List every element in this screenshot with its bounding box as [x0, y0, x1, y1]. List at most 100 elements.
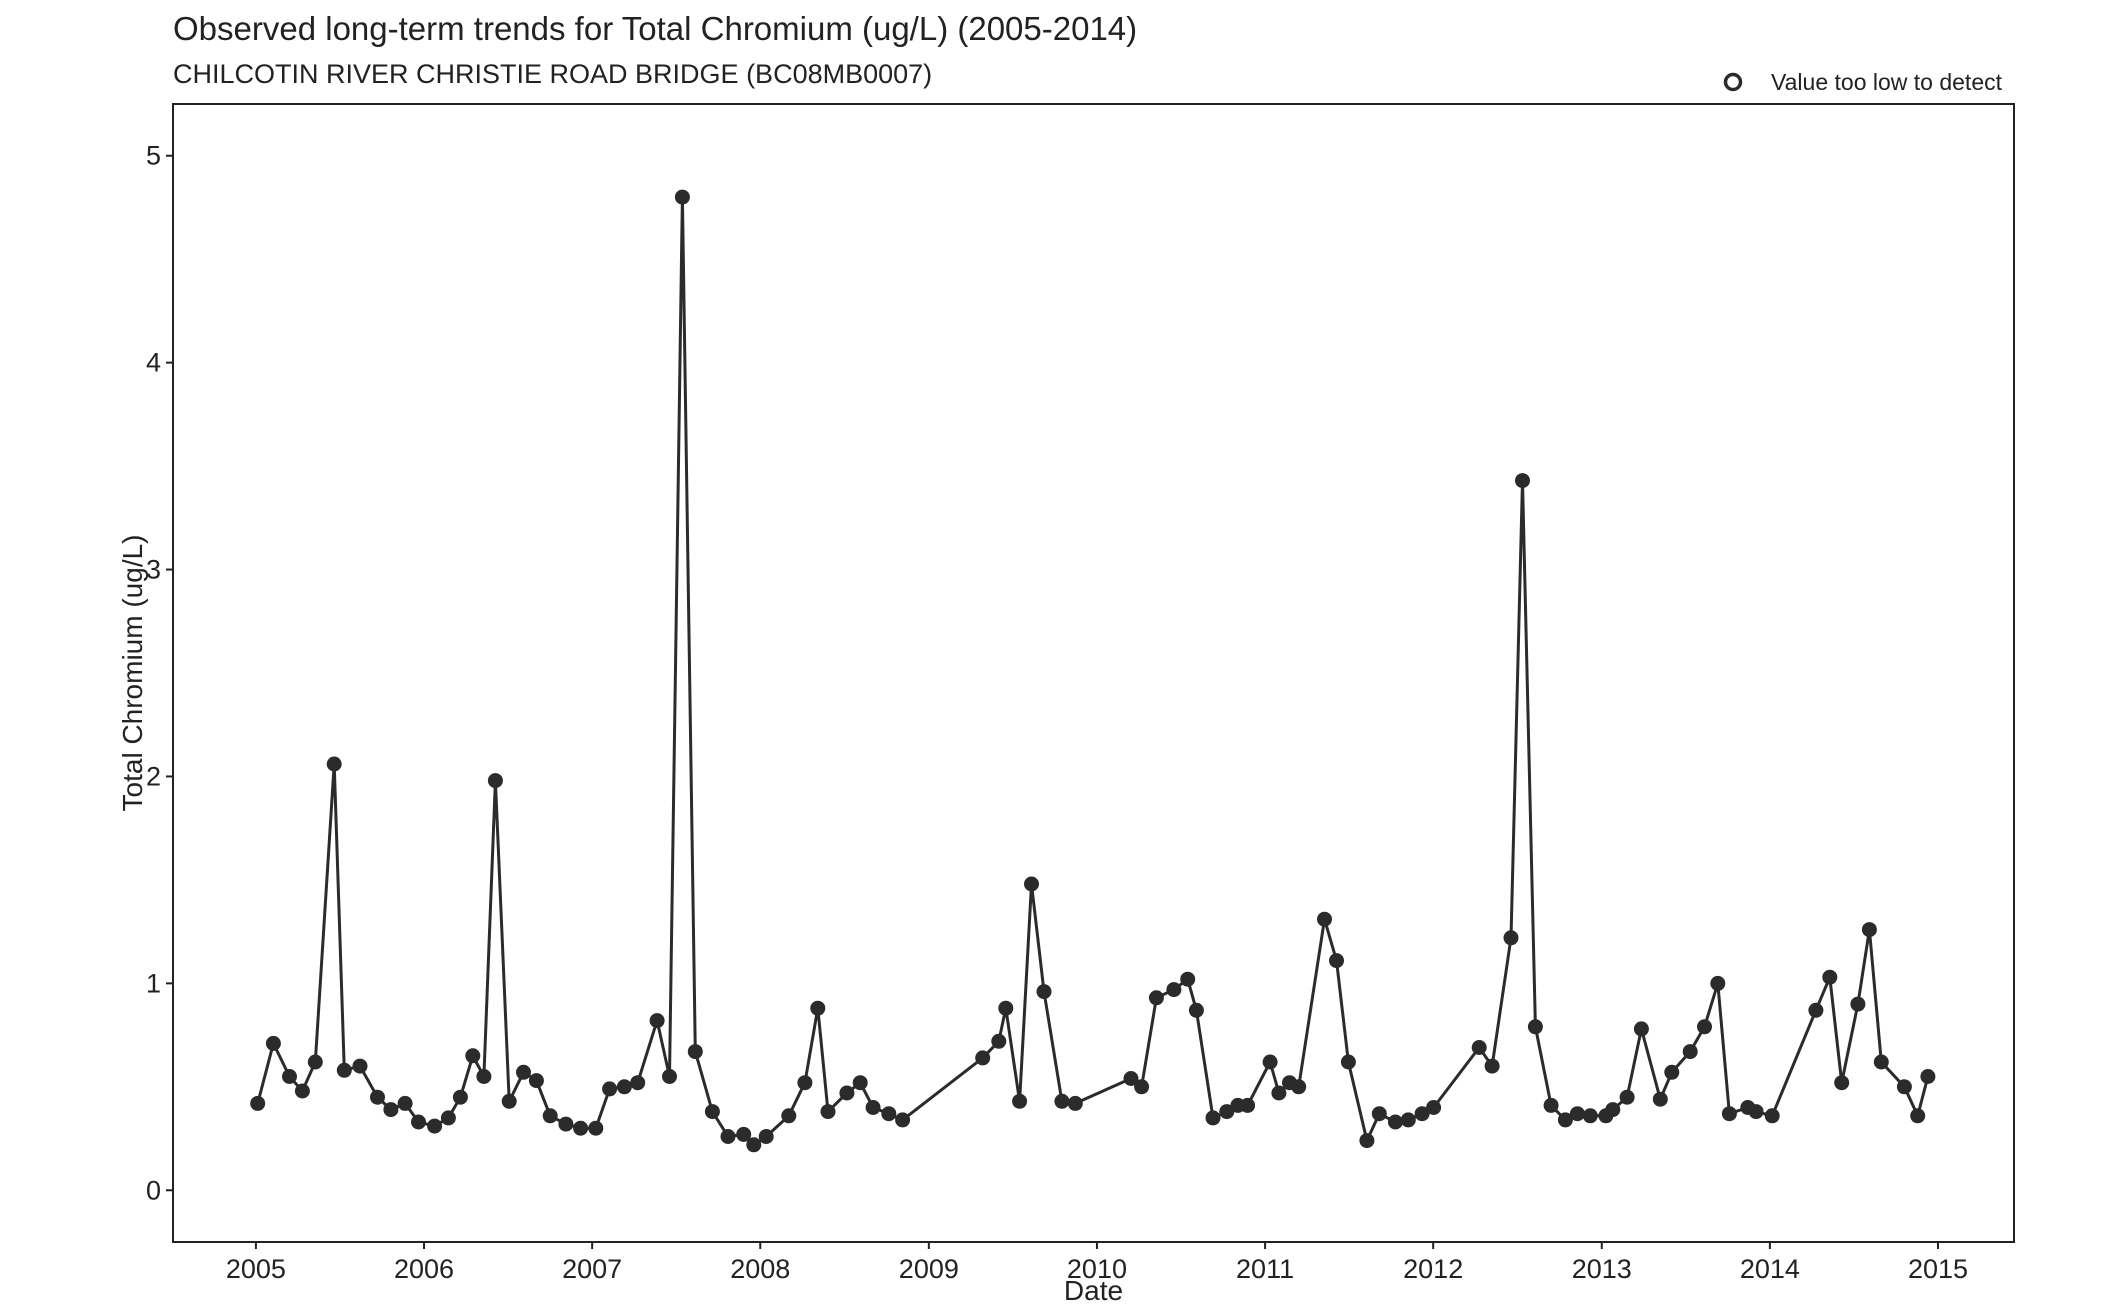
- series-points-group: [250, 189, 1936, 1153]
- data-point: [1024, 876, 1039, 892]
- x-tick-label: 2015: [1908, 1254, 1968, 1284]
- data-point: [662, 1069, 677, 1084]
- data-point: [558, 1116, 574, 1132]
- data-point: [1633, 1021, 1649, 1037]
- data-point: [1896, 1079, 1912, 1095]
- data-point: [1822, 969, 1838, 985]
- x-tick-label: 2014: [1740, 1254, 1800, 1284]
- data-point: [370, 1089, 385, 1105]
- data-point: [758, 1129, 774, 1144]
- x-tick-label: 2005: [226, 1254, 286, 1284]
- data-point: [1262, 1054, 1278, 1070]
- data-point: [588, 1120, 604, 1136]
- data-point: [573, 1120, 589, 1136]
- data-point: [452, 1089, 468, 1105]
- data-point: [326, 756, 342, 772]
- data-point: [998, 1000, 1014, 1016]
- plot-panel: [172, 103, 2015, 1243]
- data-point: [307, 1054, 323, 1070]
- data-point: [1748, 1104, 1764, 1120]
- x-tick-label: 2013: [1572, 1254, 1632, 1284]
- data-point: [1873, 1054, 1889, 1070]
- data-point: [674, 189, 690, 205]
- data-point: [1317, 911, 1332, 927]
- data-point: [352, 1058, 368, 1074]
- y-tick-label: 5: [146, 141, 161, 171]
- legend-open-circle-icon: [1723, 72, 1743, 92]
- data-point: [1834, 1075, 1850, 1091]
- data-point: [1682, 1044, 1698, 1060]
- data-point: [630, 1075, 646, 1091]
- data-point: [397, 1095, 413, 1111]
- data-point: [602, 1081, 618, 1097]
- y-tick-label: 4: [146, 348, 161, 378]
- data-point: [1697, 1019, 1712, 1035]
- data-point: [1166, 982, 1182, 998]
- data-point: [1012, 1093, 1028, 1109]
- data-point: [975, 1050, 991, 1066]
- data-point: [1359, 1133, 1375, 1149]
- data-point: [1569, 1106, 1585, 1122]
- data-point: [649, 1013, 665, 1029]
- data-point: [542, 1108, 558, 1124]
- data-point: [411, 1114, 426, 1130]
- data-point: [440, 1110, 456, 1126]
- data-point: [881, 1106, 897, 1122]
- data-point: [1910, 1108, 1926, 1124]
- data-point: [1808, 1002, 1824, 1018]
- data-point: [1652, 1091, 1668, 1107]
- legend: Value too low to detect: [1723, 69, 2003, 95]
- data-point: [820, 1104, 836, 1120]
- y-axis: 0 1 2 3 4 5: [146, 141, 173, 1205]
- data-point: [516, 1064, 531, 1080]
- data-point: [250, 1095, 266, 1111]
- series-line: [256, 195, 1930, 1147]
- data-point: [294, 1083, 310, 1099]
- x-tick-label: 2007: [562, 1254, 622, 1284]
- data-point: [797, 1075, 813, 1091]
- chart-subtitle: CHILCOTIN RIVER CHRISTIE ROAD BRIDGE (BC…: [173, 59, 932, 89]
- data-point: [704, 1104, 720, 1120]
- data-point: [1920, 1069, 1936, 1084]
- data-point: [1188, 1002, 1204, 1018]
- data-point: [865, 1100, 881, 1115]
- data-point: [1240, 1097, 1256, 1113]
- data-point: [487, 773, 503, 789]
- data-point: [1371, 1106, 1387, 1122]
- series-line-group: [256, 195, 1930, 1147]
- data-point: [1764, 1108, 1780, 1124]
- x-tick-label: 2009: [899, 1254, 959, 1284]
- data-point: [746, 1137, 762, 1153]
- data-point: [852, 1075, 868, 1091]
- x-tick-label: 2010: [1067, 1254, 1127, 1284]
- y-axis-label: Total Chromium (ug/L): [117, 535, 148, 812]
- y-tick-label: 1: [146, 968, 161, 998]
- data-point: [1850, 996, 1866, 1012]
- data-point: [427, 1118, 443, 1134]
- data-point: [1582, 1108, 1598, 1124]
- x-tick-label: 2011: [1236, 1254, 1294, 1284]
- data-point: [1400, 1112, 1416, 1128]
- data-point: [839, 1085, 855, 1101]
- data-point: [1205, 1110, 1221, 1126]
- data-point: [1515, 473, 1530, 489]
- legend-label: Value too low to detect: [1771, 69, 2003, 95]
- x-tick-label: 2006: [394, 1254, 454, 1284]
- data-point: [383, 1102, 399, 1118]
- data-point: [1219, 1104, 1235, 1120]
- data-point: [1134, 1079, 1150, 1095]
- data-point: [476, 1069, 492, 1084]
- data-point: [1471, 1040, 1487, 1055]
- y-tick-label: 3: [146, 555, 161, 585]
- data-point: [1527, 1019, 1543, 1035]
- data-point: [1291, 1079, 1307, 1095]
- data-point: [265, 1035, 281, 1051]
- y-tick-label: 0: [146, 1175, 161, 1205]
- data-point: [1721, 1106, 1737, 1122]
- data-point: [781, 1108, 797, 1124]
- data-point: [465, 1048, 481, 1064]
- chart-title: Observed long-term trends for Total Chro…: [173, 10, 1137, 47]
- data-point: [1036, 984, 1052, 1000]
- data-point: [1329, 953, 1344, 969]
